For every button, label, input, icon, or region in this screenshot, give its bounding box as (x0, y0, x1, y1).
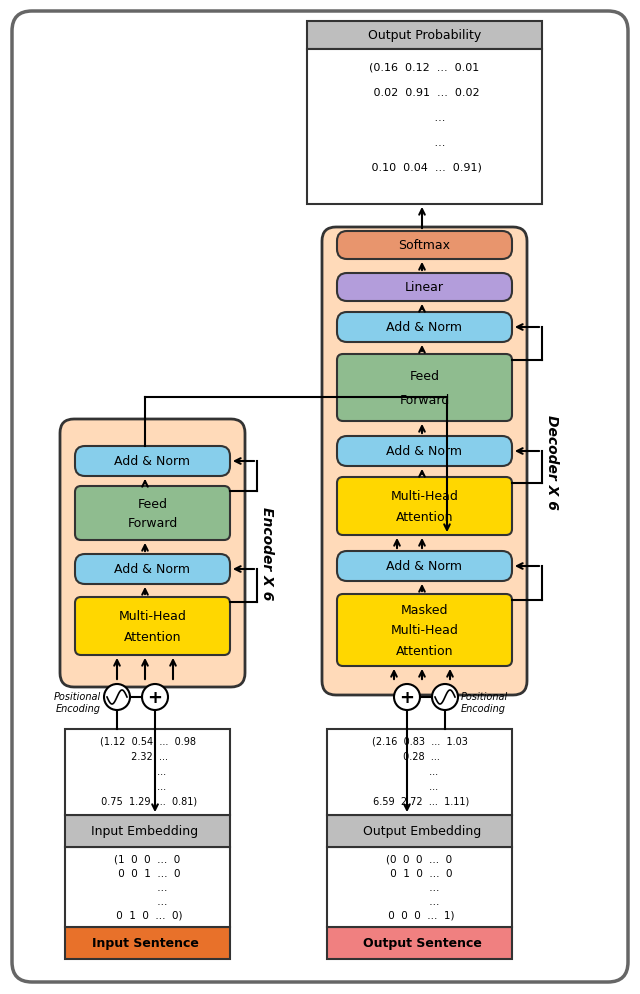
FancyBboxPatch shape (75, 486, 230, 541)
Text: Positional
Encoding: Positional Encoding (461, 692, 508, 713)
FancyBboxPatch shape (12, 12, 628, 982)
Text: Add & Norm: Add & Norm (115, 455, 191, 468)
Text: Attention: Attention (396, 511, 453, 524)
Text: Add & Norm: Add & Norm (387, 445, 463, 458)
FancyBboxPatch shape (337, 477, 512, 536)
Text: 0.75  1.29  ...  0.81): 0.75 1.29 ... 0.81) (98, 796, 197, 806)
Text: 0  0  0  ...  1): 0 0 0 ... 1) (385, 911, 454, 920)
Bar (65, 927, 230, 959)
Text: Positional
Encoding: Positional Encoding (54, 692, 101, 713)
Text: 0  0  1  ...  0: 0 0 1 ... 0 (115, 868, 180, 878)
Text: +: + (147, 688, 163, 707)
Text: Input Sentence: Input Sentence (92, 936, 198, 949)
Text: Output Sentence: Output Sentence (363, 936, 481, 949)
Text: Encoder X 6: Encoder X 6 (260, 507, 274, 600)
Text: Add & Norm: Add & Norm (115, 563, 191, 576)
Text: Add & Norm: Add & Norm (387, 560, 463, 573)
FancyBboxPatch shape (322, 228, 527, 695)
Text: Multi-Head: Multi-Head (118, 609, 186, 622)
Text: 2.32  ...: 2.32 ... (127, 751, 168, 761)
Text: ...: ... (401, 781, 438, 791)
FancyBboxPatch shape (75, 597, 230, 655)
Text: Add & Norm: Add & Norm (387, 321, 463, 334)
Text: (1  0  0  ...  0: (1 0 0 ... 0 (115, 854, 180, 864)
Text: 0  1  0  ...  0: 0 1 0 ... 0 (387, 868, 452, 878)
Text: (0  0  0  ...  0: (0 0 0 ... 0 (387, 854, 452, 864)
Bar (65, 730, 230, 815)
Text: Masked: Masked (401, 603, 448, 616)
Text: ...: ... (403, 113, 445, 123)
FancyBboxPatch shape (337, 313, 512, 343)
Text: 0  1  0  ...  0): 0 1 0 ... 0) (113, 911, 182, 920)
FancyBboxPatch shape (60, 419, 245, 687)
Text: Input Embedding: Input Embedding (92, 825, 198, 838)
Text: Feed: Feed (138, 497, 168, 510)
FancyBboxPatch shape (337, 594, 512, 666)
Text: Feed: Feed (410, 370, 440, 383)
Bar (327, 847, 512, 927)
Text: Attention: Attention (396, 644, 453, 657)
Text: ...: ... (401, 766, 438, 776)
Text: 0.10  0.04  ...  0.91): 0.10 0.04 ... 0.91) (367, 163, 481, 173)
Text: 0.28  ...: 0.28 ... (399, 751, 440, 761)
Text: ...: ... (400, 882, 439, 892)
Text: ...: ... (128, 897, 167, 907)
Text: Decoder X 6: Decoder X 6 (545, 414, 559, 509)
Text: ...: ... (400, 897, 439, 907)
Text: 6.59  2.72  ...  1.11): 6.59 2.72 ... 1.11) (370, 796, 469, 806)
Text: (2.16  0.83  ...  1.03: (2.16 0.83 ... 1.03 (372, 737, 467, 746)
Text: ...: ... (129, 781, 166, 791)
FancyBboxPatch shape (337, 232, 512, 259)
Text: Multi-Head: Multi-Head (390, 624, 458, 637)
Text: ...: ... (403, 138, 445, 148)
Bar (327, 730, 512, 815)
Circle shape (142, 684, 168, 711)
Text: Softmax: Softmax (399, 240, 451, 252)
Text: +: + (399, 688, 415, 707)
Text: Forward: Forward (399, 394, 450, 407)
FancyBboxPatch shape (337, 552, 512, 581)
Text: Multi-Head: Multi-Head (390, 490, 458, 503)
Text: Output Probability: Output Probability (368, 30, 481, 43)
Circle shape (104, 684, 130, 711)
Text: Linear: Linear (405, 281, 444, 294)
FancyBboxPatch shape (337, 436, 512, 466)
Text: (1.12  0.54  ...  0.98: (1.12 0.54 ... 0.98 (99, 737, 195, 746)
FancyBboxPatch shape (337, 273, 512, 302)
Bar (307, 50, 542, 205)
Text: Output Embedding: Output Embedding (363, 825, 481, 838)
Bar (65, 847, 230, 927)
Bar (307, 22, 542, 50)
FancyBboxPatch shape (75, 555, 230, 584)
Circle shape (394, 684, 420, 711)
Text: ...: ... (129, 766, 166, 776)
Text: Attention: Attention (124, 630, 181, 643)
Text: ...: ... (128, 882, 167, 892)
Bar (65, 815, 230, 847)
Bar (327, 815, 512, 847)
Circle shape (432, 684, 458, 711)
Bar (327, 927, 512, 959)
Text: (0.16  0.12  ...  0.01: (0.16 0.12 ... 0.01 (369, 63, 479, 73)
Text: Forward: Forward (127, 517, 178, 530)
FancyBboxPatch shape (75, 446, 230, 476)
FancyBboxPatch shape (337, 355, 512, 421)
Text: 0.02  0.91  ...  0.02: 0.02 0.91 ... 0.02 (370, 87, 479, 97)
